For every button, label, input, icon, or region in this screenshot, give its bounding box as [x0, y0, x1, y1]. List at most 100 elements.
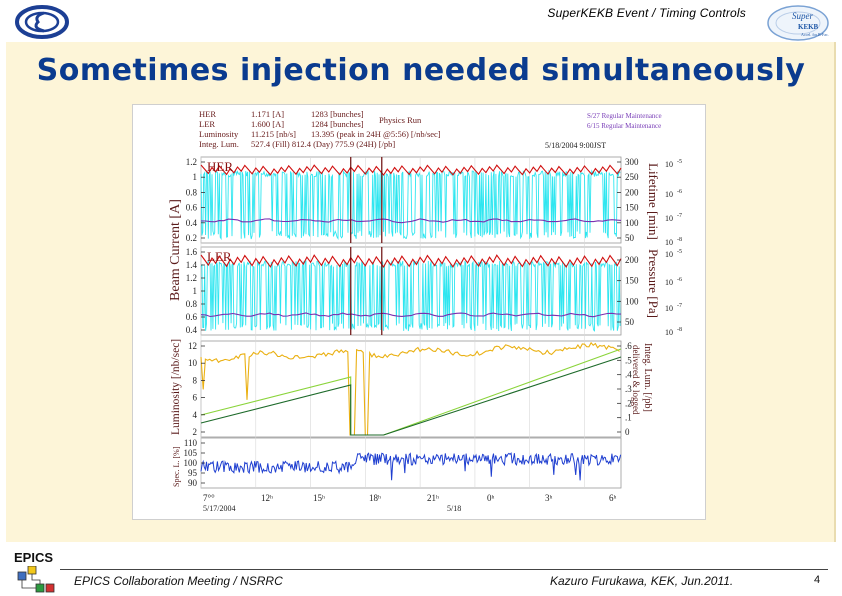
lum-right-tick: 0: [625, 427, 630, 437]
svg-text:10: 10: [665, 214, 673, 223]
ler-pressure-series: [200, 312, 622, 318]
ler-right-tick: 200: [625, 255, 639, 265]
info-timestamp: 5/18/2004 9:00JST: [545, 141, 606, 150]
lum-left-tick: 6: [193, 393, 198, 403]
lum-left-tick: 10: [188, 358, 198, 368]
svg-text:Super: Super: [792, 11, 813, 21]
x-date-0: 5/17/2004: [203, 504, 235, 513]
spec-left-tick: 90: [188, 478, 198, 488]
info-integ-label: Integ. Lum.: [199, 139, 239, 149]
svg-text:-8: -8: [677, 327, 682, 333]
svg-text:-7: -7: [677, 303, 682, 309]
x-date-1: 5/18: [447, 504, 461, 513]
lum-right-tick: .1: [625, 413, 632, 423]
spec-left-tick: 105: [184, 448, 198, 458]
ler-right-tick: 150: [625, 276, 639, 286]
lum-right-tick: .4: [625, 370, 632, 380]
x-tick-0: 7°°: [203, 493, 215, 503]
beam-current-axis-title: Beam Current [A]: [168, 199, 183, 301]
x-tick-2: 15ʰ: [313, 493, 325, 503]
svg-text:-7: -7: [677, 213, 682, 219]
her-left-tick: 0.8: [186, 187, 198, 197]
ler-right-tick: 100: [625, 296, 639, 306]
her-current-series: [200, 164, 622, 176]
her-left-tick: 0.6: [186, 203, 198, 213]
header-title: SuperKEKB Event / Timing Controls: [547, 6, 746, 20]
x-tick-6: 3ʰ: [545, 493, 553, 503]
ler-left-tick: 0.6: [186, 312, 198, 322]
svg-text:10: 10: [665, 160, 673, 169]
kek-logo: [15, 5, 69, 39]
info-luminosity-value: 11.215 [nb/s]: [251, 129, 296, 139]
svg-text:10: 10: [665, 304, 673, 313]
ler-left-tick: 1.4: [186, 260, 198, 270]
spec-left-tick: 100: [184, 458, 198, 468]
footer-author: Kazuro Furukawa, KEK, Jun.2011.: [550, 574, 734, 588]
her-left-tick: 1.2: [186, 157, 197, 167]
info-luminosity-label: Luminosity: [199, 129, 239, 139]
her-right-tick: 200: [625, 187, 639, 197]
operation-chart: HER 1.171 [A] 1283 [bunches] LER 1.600 […: [132, 104, 706, 520]
lum-left-tick: 2: [193, 427, 198, 437]
svg-text:-8: -8: [677, 237, 682, 243]
ler-lifetime-series: [200, 259, 621, 332]
footer-divider: [60, 569, 828, 570]
svg-text:10: 10: [665, 190, 673, 199]
x-tick-7: 6ʰ: [609, 493, 617, 503]
spec-left-tick: 110: [184, 438, 198, 448]
epics-logo: [17, 566, 55, 593]
ler-left-tick: 0.4: [186, 325, 198, 335]
info-her-label: HER: [199, 109, 216, 119]
x-tick-1: 12ʰ: [261, 493, 273, 503]
ler-right-tick: 50: [625, 317, 635, 327]
spec-lum-series: [200, 452, 622, 481]
her-left-tick: 0.4: [186, 218, 198, 228]
lifetime-axis-title: Lifetime [min]: [646, 163, 661, 240]
svg-text:Accel. for B-Fac.: Accel. for B-Fac.: [801, 32, 829, 37]
info-integ-value: 527.4 (Fill) 812.4 (Day) 775.9 (24H) [/p…: [251, 139, 395, 149]
her-right-tick: 300: [625, 157, 639, 167]
info-her-bunches: 1283 [bunches]: [311, 109, 364, 119]
spec-lum-axis-title: Spec. L. [%]: [172, 446, 181, 487]
info-maint-2: 6/15 Regular Maintenance: [587, 122, 661, 130]
info-ler-label: LER: [199, 119, 215, 129]
lum-right-tick: .5: [625, 355, 632, 365]
lum-right-tick: .3: [625, 384, 632, 394]
info-ler-bunches: 1284 [bunches]: [311, 119, 364, 129]
ler-left-tick: 1: [193, 286, 198, 296]
her-right-tick: 50: [625, 233, 635, 243]
chart-info-block: HER 1.171 [A] 1283 [bunches] LER 1.600 […: [199, 109, 662, 150]
x-tick-4: 21ʰ: [427, 493, 439, 503]
her-right-tick: 100: [625, 218, 639, 228]
lum-panel-frame: [200, 340, 622, 438]
info-her-current: 1.171 [A]: [251, 109, 284, 119]
spec-left-tick: 95: [188, 468, 198, 478]
info-maint-1: S/27 Regular Maintenance: [587, 112, 662, 120]
svg-text:10: 10: [665, 250, 673, 259]
svg-text:-5: -5: [677, 249, 682, 255]
lum-left-tick: 4: [193, 410, 198, 420]
superkekb-logo: Super KEKB Accel. for B-Fac.: [767, 5, 829, 41]
luminosity-series: [200, 341, 620, 436]
pressure-axis-title: Pressure [Pa]: [646, 249, 661, 318]
lum-right-tick: .6: [625, 341, 632, 351]
her-right-tick: 150: [625, 203, 639, 213]
svg-text:10: 10: [665, 328, 673, 337]
her-lifetime-series: [200, 169, 621, 241]
svg-text:10: 10: [665, 278, 673, 287]
ler-current-series: [200, 254, 622, 269]
ler-left-tick: 1.2: [186, 273, 197, 283]
lum-left-tick: 12: [188, 341, 197, 351]
exponent-ticks: 10 -5 10 -6 10 -7 10 -8 10 -5 10 -6 10 -7 10 -8: [665, 159, 682, 337]
info-ler-current: 1.600 [A]: [251, 119, 284, 129]
epics-label: EPICS: [14, 550, 54, 565]
her-right-tick: 250: [625, 172, 639, 182]
her-left-tick: 0.2: [186, 233, 197, 243]
her-left-tick: 1: [193, 172, 198, 182]
svg-text:-6: -6: [677, 277, 682, 283]
delivered-logged-axis-title: delivered & logged: [631, 345, 641, 415]
ler-left-tick: 1.6: [186, 247, 198, 257]
page-title: Sometimes injection needed simultaneousl…: [36, 53, 806, 88]
integ-delivered-series: [200, 348, 622, 436]
her-panel-label: HER: [207, 159, 233, 174]
